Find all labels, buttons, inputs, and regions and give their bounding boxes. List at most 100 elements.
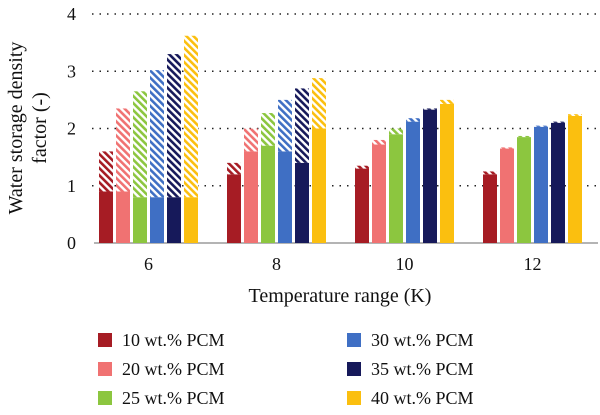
legend: 10 wt.% PCM 20 wt.% PCM 25 wt.% PCM 30 wt.%… xyxy=(98,330,474,408)
bar-solid-segment xyxy=(278,151,292,243)
y-tick-label: 1 xyxy=(67,176,76,196)
x-tick-label: 6 xyxy=(144,254,153,274)
bar-solid-segment xyxy=(167,197,181,243)
bar-solid-segment xyxy=(150,197,164,243)
y-axis-title: Water storage density factor (-) xyxy=(5,42,51,215)
bar-hatched-segment xyxy=(167,54,181,198)
legend-swatch xyxy=(98,333,112,347)
bar-hatched-segment xyxy=(568,114,582,116)
bar-hatched-segment xyxy=(372,139,386,145)
bar-hatched-segment xyxy=(423,108,437,110)
bar-8-1 xyxy=(244,128,258,243)
bar-6-4 xyxy=(167,54,181,243)
bar-hatched-segment xyxy=(261,113,275,146)
bar-12-2 xyxy=(517,135,531,243)
bar-hatched-segment xyxy=(500,147,514,149)
x-tick-label: 12 xyxy=(524,254,542,274)
bar-solid-segment xyxy=(116,191,130,243)
bar-solid-segment xyxy=(534,126,548,243)
bar-solid-segment xyxy=(389,134,403,243)
x-tick-label: 10 xyxy=(396,254,414,274)
legend-item: 20 wt.% PCM xyxy=(98,359,225,379)
bar-solid-segment xyxy=(133,197,147,243)
bar-12-3 xyxy=(534,125,548,243)
bar-6-0 xyxy=(99,151,113,243)
bar-8-4 xyxy=(295,88,309,243)
bar-hatched-segment xyxy=(295,88,309,163)
bar-solid-segment xyxy=(568,115,582,243)
legend-label: 10 wt.% PCM xyxy=(122,330,225,350)
bar-solid-segment xyxy=(295,162,309,243)
legend-label: 30 wt.% PCM xyxy=(371,330,474,350)
bar-8-5 xyxy=(312,78,326,243)
bar-solid-segment xyxy=(500,148,514,243)
bar-8-0 xyxy=(227,162,241,243)
legend-item: 35 wt.% PCM xyxy=(347,359,474,379)
bar-solid-segment xyxy=(99,191,113,243)
bar-12-4 xyxy=(551,121,565,243)
bar-solid-segment xyxy=(423,109,437,243)
y-tick-label: 3 xyxy=(67,61,76,81)
bar-6-5 xyxy=(184,35,198,243)
bar-hatched-segment xyxy=(517,135,531,138)
bar-solid-segment xyxy=(372,144,386,243)
bar-10-1 xyxy=(372,139,386,243)
bar-hatched-segment xyxy=(389,128,403,135)
legend-swatch xyxy=(347,391,361,405)
bar-12-0 xyxy=(483,171,497,243)
y-tick-label: 0 xyxy=(67,233,76,253)
bar-hatched-segment xyxy=(184,35,198,198)
y-tick-label: 2 xyxy=(67,119,76,139)
legend-swatch xyxy=(347,333,361,347)
x-axis-title: Temperature range (K) xyxy=(249,285,432,307)
bar-10-2 xyxy=(389,128,403,243)
bar-10-0 xyxy=(355,165,369,243)
legend-swatch xyxy=(98,391,112,405)
bar-6-1 xyxy=(116,108,130,243)
y-tick-label: 4 xyxy=(67,4,76,24)
bar-solid-segment xyxy=(483,174,497,243)
y-axis-title-line: Water storage density xyxy=(5,42,27,215)
bar-hatched-segment xyxy=(483,171,497,175)
bar-8-3 xyxy=(278,99,292,243)
legend-label: 35 wt.% PCM xyxy=(371,359,474,379)
bar-hatched-segment xyxy=(312,78,326,129)
legend-label: 25 wt.% PCM xyxy=(122,388,225,408)
bar-solid-segment xyxy=(406,121,420,243)
legend-swatch xyxy=(347,362,361,376)
legend-item: 30 wt.% PCM xyxy=(347,330,474,350)
bar-hatched-segment xyxy=(150,70,164,198)
bar-hatched-segment xyxy=(355,165,369,169)
x-tick-label: 8 xyxy=(272,254,281,274)
bar-10-4 xyxy=(423,108,437,243)
bar-hatched-segment xyxy=(440,99,454,104)
bar-solid-segment xyxy=(184,197,198,243)
bar-hatched-segment xyxy=(133,91,147,198)
legend-label: 20 wt.% PCM xyxy=(122,359,225,379)
bar-hatched-segment xyxy=(278,99,292,152)
bar-hatched-segment xyxy=(99,151,113,192)
bar-8-2 xyxy=(261,113,275,243)
bar-solid-segment xyxy=(551,122,565,243)
bar-solid-segment xyxy=(227,174,241,243)
legend-item: 25 wt.% PCM xyxy=(98,388,225,408)
bar-hatched-segment xyxy=(551,121,565,123)
bar-solid-segment xyxy=(244,151,258,243)
bar-hatched-segment xyxy=(244,128,258,152)
bar-12-1 xyxy=(500,147,514,243)
bar-solid-segment xyxy=(312,128,326,243)
legend-swatch xyxy=(98,362,112,376)
bar-hatched-segment xyxy=(227,162,241,175)
legend-item: 10 wt.% PCM xyxy=(98,330,225,350)
legend-item: 40 wt.% PCM xyxy=(347,388,474,408)
bars xyxy=(99,35,582,243)
bar-solid-segment xyxy=(261,145,275,243)
bar-hatched-segment xyxy=(534,125,548,127)
bar-12-5 xyxy=(568,114,582,243)
bar-10-3 xyxy=(406,118,420,243)
bar-solid-segment xyxy=(355,168,369,243)
bar-solid-segment xyxy=(440,103,454,243)
bar-10-5 xyxy=(440,99,454,243)
bar-6-3 xyxy=(150,70,164,243)
y-axis-ticks: 0 1 2 3 4 xyxy=(67,4,76,253)
